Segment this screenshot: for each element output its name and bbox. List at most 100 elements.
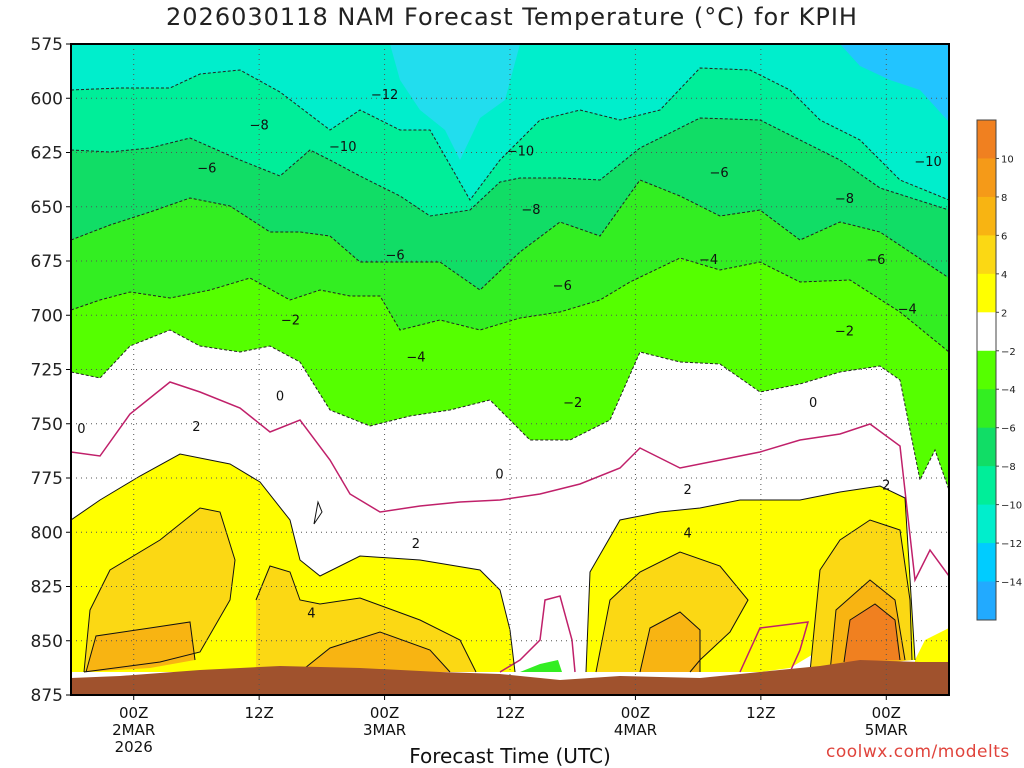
x-axis-label: Forecast Time (UTC) — [409, 744, 611, 768]
y-tick-label: 650 — [31, 198, 63, 218]
x-tick-label: 12Z — [495, 704, 524, 722]
colorbar-swatch — [977, 427, 996, 467]
band-yellow-right — [915, 628, 949, 672]
zero-contour — [71, 381, 949, 673]
contour-label: 4 — [307, 607, 315, 622]
band-blue-topright — [840, 44, 949, 122]
colorbar-tick-label: −12 — [1001, 539, 1022, 550]
contour-labels: −12 −8 −10 −10 −6 −6 −10 −8 −8 −6 −4 −6 −6 −4 −2 −2 −4 0 −… — [77, 88, 942, 622]
contour-label: 0 — [495, 468, 503, 483]
colorbar-tick-label: −8 — [1001, 462, 1016, 473]
band-gold-1 — [84, 508, 235, 672]
contour-label: −6 — [709, 166, 728, 181]
contour-label: −6 — [197, 162, 216, 177]
colorbar-swatch — [977, 350, 996, 390]
x-tick-label: 5MAR — [865, 721, 908, 739]
band-gold-2 — [256, 566, 476, 672]
band-gold-3 — [596, 552, 748, 672]
y-axis: 575 600 625 650 675 700 725 750 775 800 825 850 875 — [31, 35, 71, 706]
colorbar-tick-label: −4 — [1001, 385, 1016, 396]
terrain — [71, 660, 949, 695]
colorbar-swatch — [977, 273, 996, 313]
contour-label: −2 — [281, 314, 300, 329]
y-tick-label: 625 — [31, 144, 63, 164]
contour-label: 0 — [77, 422, 85, 437]
colorbar-swatch — [977, 196, 996, 236]
grid-lines — [71, 44, 949, 695]
contour-label: −8 — [250, 118, 269, 133]
band-blue-dip — [390, 44, 520, 160]
contour-label: 2 — [684, 483, 692, 498]
contour-label: −12 — [371, 88, 398, 103]
y-tick-label: 725 — [31, 361, 63, 381]
colorbar-tick-label: −10 — [1001, 501, 1022, 512]
colorbar: 10 8 6 4 2 −2 −4 −6 −8 −10 −12 −14 — [976, 119, 1022, 621]
contour-label: 0 — [276, 390, 284, 405]
solid-contours — [71, 453, 916, 673]
y-tick-label: 825 — [31, 578, 63, 598]
band-green-ground — [520, 660, 562, 672]
contour-label: −2 — [563, 396, 582, 411]
colorbar-swatch — [977, 312, 996, 352]
x-tick-label: 3MAR — [363, 721, 406, 739]
dashed-contours — [71, 67, 949, 491]
contour-label: 2 — [882, 479, 890, 494]
colorbar-swatch — [977, 504, 996, 544]
band-orange-3 — [640, 612, 700, 672]
colorbar-frame — [976, 119, 997, 621]
contour-label: 2 — [412, 537, 420, 552]
colorbar-tick-label: 8 — [1001, 193, 1007, 204]
band-orange-dark — [844, 604, 900, 662]
chart-title: 2026030118 NAM Forecast Temperature (°C)… — [166, 3, 858, 31]
contour-label: −4 — [898, 303, 917, 318]
x-tick-label: 2026 — [115, 738, 153, 756]
y-tick-label: 575 — [31, 35, 63, 55]
colorbar-swatch — [977, 120, 996, 159]
colorbar-tick-label: 6 — [1001, 231, 1007, 242]
x-tick-label: 00Z — [621, 704, 650, 722]
y-tick-label: 800 — [31, 523, 63, 543]
contour-label: −10 — [914, 155, 941, 170]
contour-label: −6 — [553, 279, 572, 294]
colorbar-tick-label: −2 — [1001, 347, 1016, 358]
x-tick-label: 00Z — [119, 704, 148, 722]
x-tick-label: 12Z — [746, 704, 775, 722]
y-tick-label: 600 — [31, 89, 63, 109]
contour-label: −10 — [507, 144, 534, 159]
y-tick-label: 775 — [31, 469, 63, 489]
y-tick-label: 850 — [31, 632, 63, 652]
colorbar-swatch — [977, 158, 996, 198]
colorbar-tick-label: 2 — [1001, 308, 1007, 319]
y-tick-label: 675 — [31, 252, 63, 272]
contour-label: −10 — [329, 140, 356, 155]
contour-label: −4 — [699, 253, 718, 268]
colorbar-swatch — [977, 466, 996, 506]
colorbar-tick-label: −14 — [1001, 578, 1022, 589]
contour-label: −6 — [866, 253, 885, 268]
y-tick-label: 750 — [31, 415, 63, 435]
y-tick-label: 875 — [31, 686, 63, 706]
y-tick-label: 700 — [31, 306, 63, 326]
band-orange-2 — [300, 632, 450, 672]
band-orange-1 — [86, 622, 195, 672]
colorbar-swatch — [977, 543, 996, 583]
contour-label: 2 — [192, 420, 200, 435]
colorbar-tick-label: 10 — [1001, 154, 1014, 165]
x-tick-label: 2MAR — [112, 721, 155, 739]
contour-label: 0 — [809, 396, 817, 411]
contour-label: −6 — [385, 248, 404, 263]
x-tick-label: 12Z — [244, 704, 273, 722]
colorbar-tick-label: −6 — [1001, 424, 1016, 435]
contour-label: −4 — [406, 350, 425, 365]
contour-label: −8 — [521, 203, 540, 218]
x-tick-label: 4MAR — [614, 721, 657, 739]
contour-label: −2 — [835, 324, 854, 339]
credit-text: coolwx.com/modelts — [826, 742, 1010, 762]
colorbar-swatch — [977, 581, 996, 621]
contour-label: 4 — [684, 526, 692, 541]
colorbar-swatch — [977, 389, 996, 429]
colorbar-tick-label: 4 — [1001, 270, 1007, 281]
x-tick-label: 00Z — [872, 704, 901, 722]
